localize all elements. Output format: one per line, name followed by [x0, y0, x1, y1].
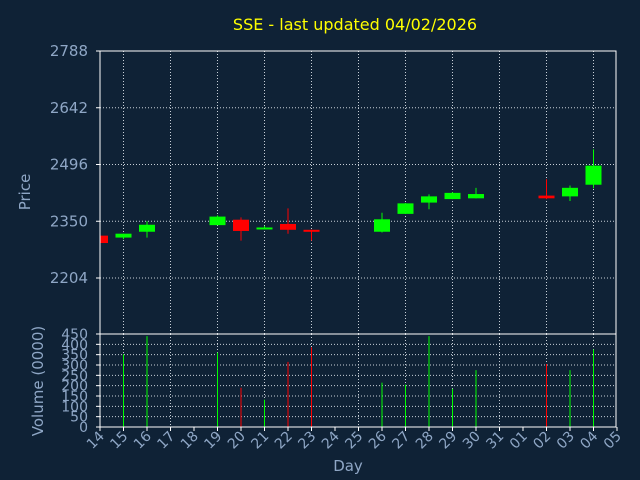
day-x-ticks: 14 15 16 17 18 19 20 21 22 23 24 25 26 27 28 29 30 31 01 02…: [84, 427, 625, 452]
price-tick-label: 2204: [50, 269, 88, 287]
candle-body: [562, 187, 578, 197]
volume-panel-frame: [99, 333, 617, 428]
volume-axis-label: Volume (0000): [29, 326, 47, 436]
candle-body: [538, 195, 555, 199]
candle-body: [115, 233, 132, 238]
volume-tick-label: 50: [70, 410, 88, 426]
price-tick-label: 2788: [50, 42, 88, 60]
candle-body: [280, 223, 296, 230]
candle-body: [100, 235, 108, 244]
price-tick-label: 2350: [50, 212, 88, 230]
volume-tick-label: 250: [61, 368, 88, 384]
volume-tick-label: 100: [61, 399, 88, 415]
price-axis-label: Price: [16, 174, 34, 211]
day-axis-label: Day: [333, 457, 363, 475]
volume-tick-label: 300: [61, 358, 88, 374]
candlestick-series: [99, 149, 602, 244]
volume-tick-label: 0: [79, 420, 88, 436]
volume-tick-label: 150: [61, 389, 88, 405]
candle-body: [209, 216, 226, 226]
candle-body: [374, 219, 390, 232]
price-tick-label: 2642: [50, 99, 88, 117]
candle-body: [585, 165, 602, 185]
candle-body: [303, 229, 320, 232]
candle-body: [139, 224, 155, 232]
volume-tick-label: 400: [61, 337, 88, 353]
chart-title: SSE - last updated 04/02/2026: [233, 15, 477, 34]
candle-body: [421, 196, 437, 203]
candle-body: [233, 219, 249, 231]
volume-tick-label: 200: [61, 379, 88, 395]
price-tick-label: 2496: [50, 156, 88, 174]
volume-tick-label: 450: [61, 327, 88, 343]
volume-tick-label: 350: [61, 348, 88, 364]
candle-body: [256, 227, 273, 230]
candle-body: [397, 203, 414, 214]
price-y-ticks: 2204 2350 2496 2642 2788: [50, 42, 100, 287]
candle-body: [468, 194, 484, 199]
volume-bar-series: [123, 336, 594, 427]
candle-body: [444, 192, 461, 200]
